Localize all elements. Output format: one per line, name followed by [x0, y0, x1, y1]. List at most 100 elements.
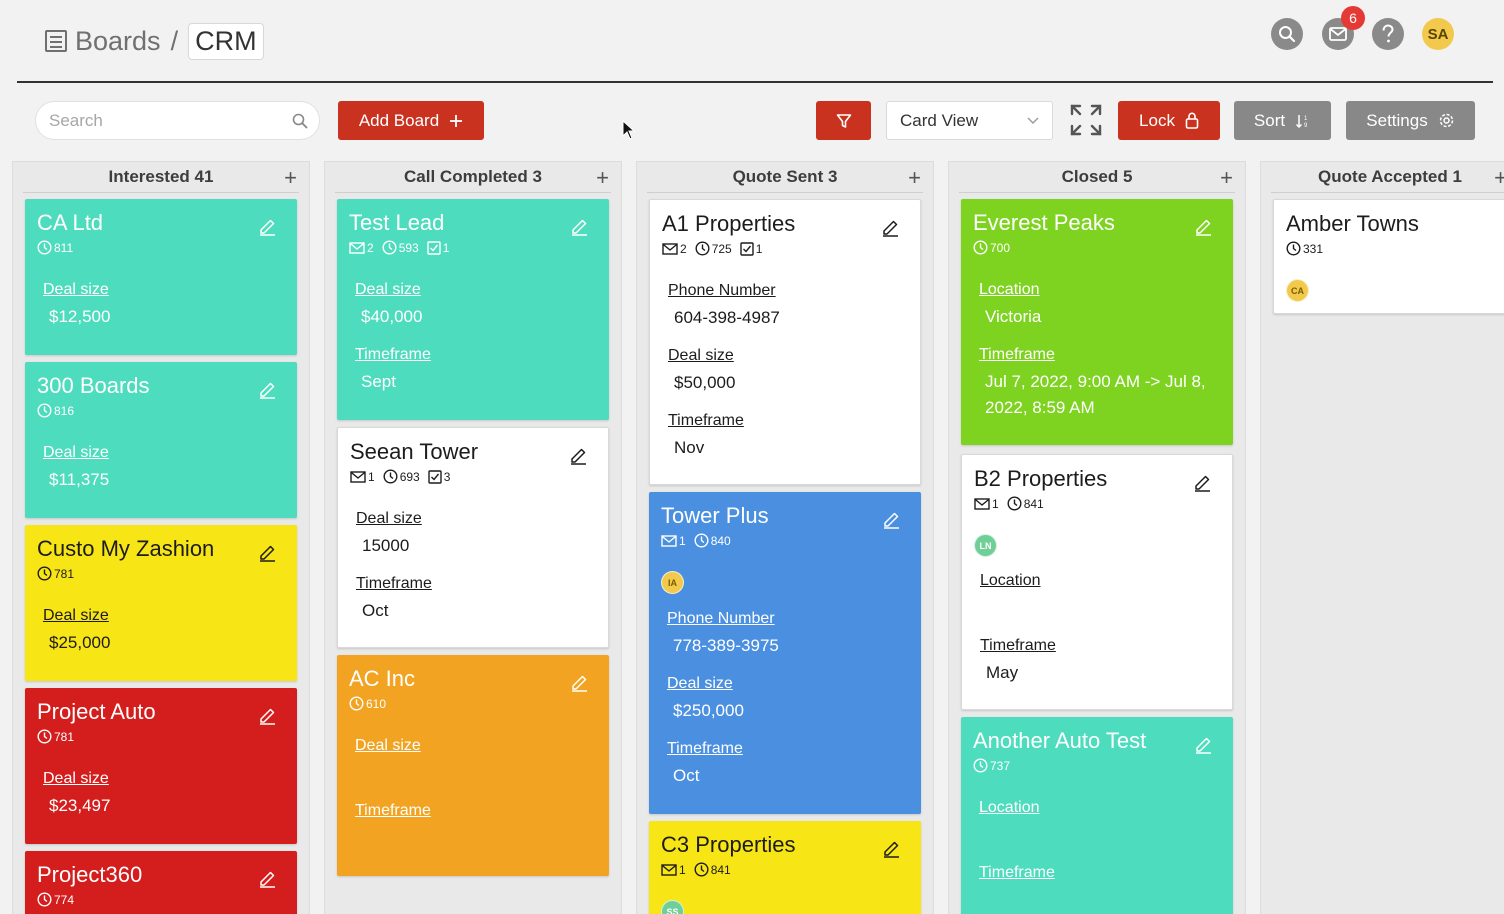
edit-button[interactable]: [881, 218, 900, 242]
field-label[interactable]: Timeframe: [979, 864, 1055, 881]
field-label[interactable]: Deal size: [43, 444, 109, 461]
board-card[interactable]: Project360 774: [25, 851, 297, 914]
edit-icon[interactable]: [1194, 735, 1213, 754]
mail-icon: [974, 497, 990, 510]
mail-count-value: 1: [992, 496, 999, 511]
time-count-value: 811: [54, 240, 74, 255]
search-icon-button[interactable]: [1271, 18, 1303, 50]
field-label[interactable]: Deal size: [355, 281, 421, 298]
breadcrumb-boards-link[interactable]: Boards: [75, 25, 161, 56]
field-label[interactable]: Deal size: [43, 281, 109, 298]
edit-icon[interactable]: [258, 706, 277, 725]
clock-icon: [973, 758, 988, 773]
add-card-icon[interactable]: +: [284, 165, 297, 190]
edit-button[interactable]: [882, 839, 901, 863]
edit-icon[interactable]: [882, 839, 901, 858]
board-card[interactable]: AC Inc 610 Deal size Timeframe: [337, 655, 609, 876]
view-select[interactable]: Card View: [886, 101, 1053, 140]
board-card[interactable]: A1 Properties 2 725 1 Phone Number 604-398-49…: [649, 199, 921, 485]
edit-icon[interactable]: [258, 217, 277, 236]
edit-icon[interactable]: [258, 869, 277, 888]
field-label[interactable]: Location: [980, 572, 1041, 589]
field-label[interactable]: Timeframe: [355, 346, 431, 363]
board-card[interactable]: Another Auto Test 737 Location Timeframe: [961, 717, 1233, 914]
field-label[interactable]: Timeframe: [668, 412, 744, 429]
field-label[interactable]: Deal size: [667, 675, 733, 692]
board-card[interactable]: Custo My Zashion 781 Deal size $25,000: [25, 525, 297, 681]
field-label[interactable]: Location: [979, 281, 1040, 298]
add-card-icon[interactable]: +: [1494, 165, 1504, 190]
edit-icon[interactable]: [1194, 217, 1213, 236]
board-card[interactable]: C3 Properties 1 841 SS: [649, 821, 921, 914]
edit-button[interactable]: [570, 673, 589, 697]
search-input[interactable]: [49, 111, 279, 131]
lock-icon: [1185, 112, 1199, 129]
board-card[interactable]: Test Lead 2 593 1 Deal size $40,000 Timeframe S…: [337, 199, 609, 420]
edit-button[interactable]: [570, 217, 589, 241]
clock-icon: [973, 240, 988, 255]
user-avatar[interactable]: SA: [1422, 18, 1454, 50]
edit-icon[interactable]: [570, 217, 589, 236]
edit-button[interactable]: [258, 543, 277, 567]
board-card[interactable]: Project Auto 781 Deal size $23,497: [25, 688, 297, 844]
field-label[interactable]: Deal size: [43, 607, 109, 624]
edit-icon[interactable]: [881, 218, 900, 237]
field-label[interactable]: Timeframe: [979, 346, 1055, 363]
mail-count: 1: [974, 497, 999, 511]
field-label[interactable]: Deal size: [43, 770, 109, 787]
add-board-button[interactable]: Add Board: [338, 101, 484, 140]
field-label[interactable]: Phone Number: [668, 282, 776, 299]
board-card[interactable]: 300 Boards 816 Deal size $11,375: [25, 362, 297, 518]
add-card-icon[interactable]: +: [596, 165, 609, 190]
field-label[interactable]: Timeframe: [980, 637, 1056, 654]
sort-label: Sort: [1253, 110, 1286, 130]
edit-button[interactable]: [882, 510, 901, 534]
field-label[interactable]: Phone Number: [667, 610, 775, 627]
edit-icon[interactable]: [569, 446, 588, 465]
field-value: 778-389-3975: [673, 636, 779, 655]
board-card[interactable]: B2 Properties 1 841 LN Location Timeframe May: [961, 454, 1233, 710]
card-title: Tower Plus: [661, 503, 769, 528]
board-card[interactable]: Seean Tower 1 693 3 Deal size 15000 Timeframe O…: [337, 427, 609, 648]
edit-button[interactable]: [258, 217, 277, 241]
field-label[interactable]: Deal size: [668, 347, 734, 364]
edit-button[interactable]: [258, 380, 277, 404]
help-icon: [1382, 24, 1394, 43]
edit-icon[interactable]: [1193, 473, 1212, 492]
board-card[interactable]: Everest Peaks 700 Location Victoria Timefram…: [961, 199, 1233, 445]
lock-button[interactable]: Lock: [1118, 101, 1220, 140]
edit-icon[interactable]: [258, 380, 277, 399]
edit-button[interactable]: [1194, 735, 1213, 759]
board-card[interactable]: Tower Plus 1 840 IA Phone Number 778-389-3975…: [649, 492, 921, 814]
view-select-value: Card View: [900, 110, 979, 130]
fullscreen-icon[interactable]: [1070, 104, 1102, 136]
card-title: C3 Properties: [661, 832, 796, 857]
lock-label: Lock: [1139, 110, 1175, 130]
svg-text:9: 9: [1304, 123, 1308, 129]
filter-button[interactable]: [816, 101, 871, 140]
field-label[interactable]: Timeframe: [356, 575, 432, 592]
column-header: Quote Accepted 1 +: [1261, 162, 1504, 192]
edit-icon[interactable]: [258, 543, 277, 562]
field-label[interactable]: Deal size: [356, 510, 422, 527]
board-card[interactable]: Amber Towns 331 CA: [1273, 199, 1504, 314]
edit-icon[interactable]: [570, 673, 589, 692]
edit-button[interactable]: [258, 869, 277, 893]
field-label[interactable]: Timeframe: [355, 802, 431, 819]
field-label[interactable]: Timeframe: [667, 740, 743, 757]
edit-button[interactable]: [258, 706, 277, 730]
clock-icon: [37, 892, 52, 907]
field-label[interactable]: Location: [979, 799, 1040, 816]
edit-button[interactable]: [1194, 217, 1213, 241]
edit-button[interactable]: [1193, 473, 1212, 497]
edit-button[interactable]: [569, 446, 588, 470]
help-button[interactable]: [1372, 18, 1404, 50]
settings-button[interactable]: Settings: [1346, 101, 1475, 140]
checkbox-icon: [427, 240, 441, 255]
board-card[interactable]: CA Ltd 811 Deal size $12,500: [25, 199, 297, 355]
add-card-icon[interactable]: +: [908, 165, 921, 190]
edit-icon[interactable]: [882, 510, 901, 529]
add-card-icon[interactable]: +: [1220, 165, 1233, 190]
field-label[interactable]: Deal size: [355, 737, 421, 754]
